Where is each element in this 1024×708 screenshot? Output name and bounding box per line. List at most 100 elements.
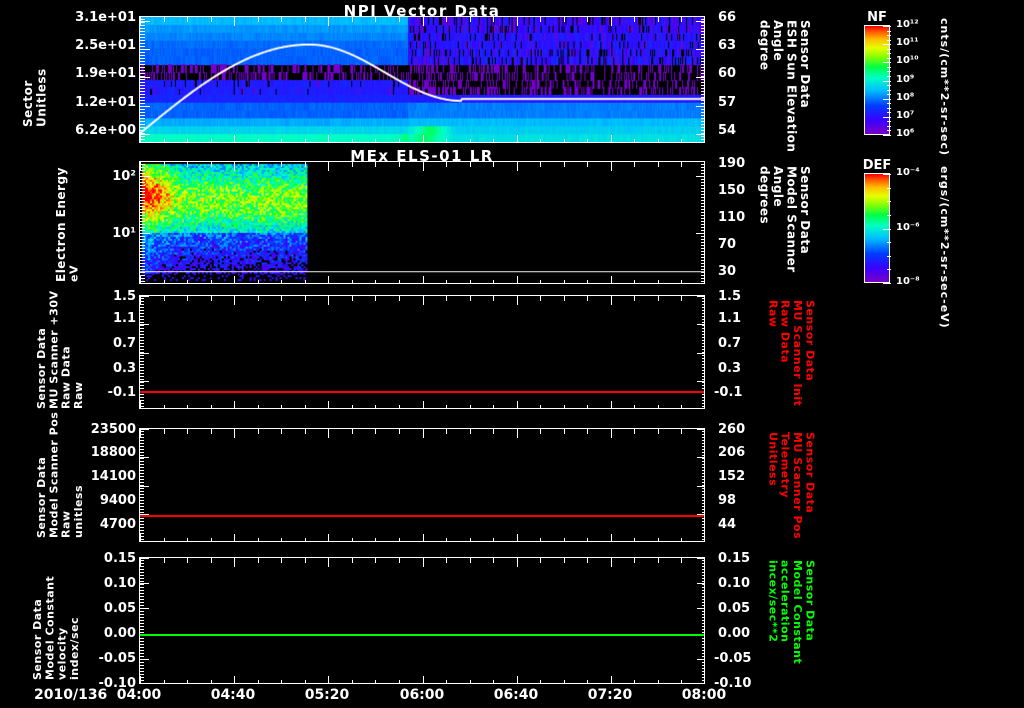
panel-2-right-ytick-0: 190 — [718, 156, 746, 171]
panel-4-ticks — [140, 429, 704, 541]
panel-1-ytick-1: 2.5e+01 — [75, 38, 136, 53]
def-colorbar-unit: ergs/(cm**2-sr-sec-eV) — [938, 166, 951, 329]
x-axis-tick-labels: 04:00 04:40 05:20 06:00 06:40 07:20 08:00 — [0, 688, 1024, 708]
x-axis-tick-5: 07:20 — [587, 687, 633, 703]
nf-colorbar-tick-labels: 10¹² 10¹¹ 10¹⁰ 10⁹ 10⁸ 10⁷ 10⁶ — [894, 0, 940, 150]
panel-4-right-ytick-2: 152 — [718, 469, 746, 484]
nf-colorbar-label: NF — [867, 10, 887, 25]
def-colorbar-tick-labels: 10⁻⁴ 10⁻⁶ 10⁻⁸ — [894, 148, 940, 298]
panel-5-plot-area — [139, 557, 705, 684]
panel-5-right-ytick-0: 0.15 — [718, 551, 751, 566]
panel-2-spectrogram — [140, 162, 704, 283]
panel-2-right-axis-label: Sensor Data Model Scanner Angle degrees — [757, 166, 812, 273]
panel-4-right-ytick-0: 260 — [718, 422, 746, 437]
x-axis-tick-0: 04:00 — [116, 687, 162, 703]
nf-colorbar-tick-6: 10⁶ — [896, 128, 915, 139]
panel-2-right-ytick-1: 150 — [718, 183, 746, 198]
def-colorbar-tick-1: 10⁻⁶ — [896, 222, 920, 233]
panel-5-right-ytick-4: -0.05 — [714, 651, 752, 666]
panel-5-right-ytick-3: 0.00 — [718, 626, 751, 641]
panel-2-plot-area — [139, 161, 705, 284]
panel-3-right-ytick-4: -0.1 — [714, 385, 743, 400]
panel-4-ytick-0: 23500 — [90, 422, 136, 437]
panel-5-ytick-4: -0.05 — [98, 651, 136, 666]
nf-colorbar-unit: cnts/(cm**2-sr-sec) — [938, 18, 951, 157]
panel-5-right-ytick-5: -0.10 — [714, 676, 752, 691]
panel-5-ytick-3: 0.00 — [103, 626, 136, 641]
panel-5-right-ytick-1: 0.10 — [718, 576, 751, 591]
panel-1-right-axis-label: Sensor Data ESH Sun Elevation Angle degree — [757, 20, 812, 153]
panel-1-ytick-4: 6.2e+00 — [75, 123, 136, 138]
def-colorbar-tick-2: 10⁻⁸ — [896, 276, 920, 287]
panel-3-ytick-2: 0.7 — [112, 336, 136, 351]
nf-colorbar-tick-2: 10¹⁰ — [896, 55, 919, 66]
def-colorbar-label: DEF — [862, 158, 892, 173]
panel-2-right-ytick-2: 110 — [718, 210, 746, 225]
panel-3-right-ytick-1: 1.1 — [718, 311, 742, 326]
x-axis-tick-4: 06:40 — [493, 687, 539, 703]
panel-4-right-ytick-4: 44 — [718, 517, 737, 532]
nf-colorbar-tick-4: 10⁸ — [896, 92, 915, 103]
panel-3-right-ytick-2: 0.7 — [718, 336, 742, 351]
x-axis-date-label: 2010/136 — [34, 687, 108, 703]
panel-1-ytick-2: 1.9e+01 — [75, 66, 136, 81]
panel-2-ytick-1: 10¹ — [112, 226, 136, 241]
panel-1-right-ytick-2: 60 — [718, 66, 737, 81]
panel-3-ytick-0: 1.5 — [112, 289, 136, 304]
panel-3-ytick-1: 1.1 — [112, 311, 136, 326]
panel-1-right-ytick-4: 54 — [718, 123, 737, 138]
panel-4-series-line — [140, 515, 704, 517]
panel-1-right-ytick-1: 63 — [718, 38, 737, 53]
panel-4-ytick-2: 14100 — [90, 469, 136, 484]
panel-3-right-ytick-3: 0.3 — [718, 361, 742, 376]
panel-4-right-axis-label: Sensor Data MU Scanner Pos Telemetry Unitle… — [766, 432, 817, 540]
panel-3-right-ytick-0: 1.5 — [718, 289, 742, 304]
panel-5-right-ytick-2: 0.05 — [718, 601, 751, 616]
panel-4-ytick-3: 9400 — [99, 493, 136, 508]
panel-1-title: NPI Vector Data — [343, 2, 501, 20]
panel-5-ytick-5: -0.10 — [98, 676, 136, 691]
x-axis-tick-3: 06:00 — [399, 687, 445, 703]
panel-4-plot-area — [139, 428, 705, 542]
def-colorbar-gradient — [865, 174, 889, 282]
panel-1-overlay-line — [140, 17, 704, 142]
panel-5-ticks — [140, 558, 704, 683]
panel-4-ytick-1: 18800 — [90, 445, 136, 460]
panel-5-ytick-0: 0.15 — [103, 551, 136, 566]
panel-1-left-axis-label: Sector Unitless — [21, 68, 49, 127]
panel-5-ytick-2: 0.05 — [103, 601, 136, 616]
panel-4-ytick-4: 4700 — [99, 517, 136, 532]
x-axis-tick-1: 04:40 — [210, 687, 256, 703]
nf-colorbar-tick-1: 10¹¹ — [896, 37, 919, 48]
panel-5-series-line — [140, 634, 704, 636]
panel-3-plot-area — [139, 295, 705, 409]
panel-3-series-line — [140, 391, 704, 393]
nf-colorbar-gradient — [865, 26, 889, 134]
panel-2-left-axis-label: Electron Energy eV — [54, 167, 81, 282]
panel-3-ytick-3: 0.3 — [112, 361, 136, 376]
nf-colorbar-tick-0: 10¹² — [896, 19, 919, 30]
panel-3-right-axis-label: Sensor Data MU Scanner Init Raw Data Raw — [766, 300, 817, 407]
panel-4-right-ytick-1: 206 — [718, 445, 746, 460]
nf-colorbar-tick-5: 10⁷ — [896, 110, 915, 121]
def-colorbar-tick-0: 10⁻⁴ — [896, 167, 920, 178]
panel-2-right-ytick-4: 30 — [718, 264, 737, 279]
def-colorbar — [864, 173, 891, 284]
panel-2-right-ytick-3: 70 — [718, 237, 737, 252]
nf-colorbar — [864, 25, 891, 136]
x-axis-tick-2: 05:20 — [304, 687, 350, 703]
panel-5-right-axis-label: Sensor Data Model Constant acceleration inc… — [766, 560, 817, 665]
panel-1-ytick-3: 1.2e+01 — [75, 95, 136, 110]
panel-1-plot-area — [139, 16, 705, 143]
panel-1-right-ytick-3: 57 — [718, 95, 737, 110]
panel-2-ytick-0: 10² — [112, 169, 136, 184]
panel-2-title: MEx ELS-01 LR — [350, 147, 494, 165]
panel-1-ytick-0: 3.1e+01 — [75, 10, 136, 25]
x-axis-tick-6: 08:00 — [681, 687, 727, 703]
panel-3-ytick-4: -0.1 — [107, 385, 136, 400]
panel-4-right-ytick-3: 98 — [718, 493, 737, 508]
panel-1-right-ytick-0: 66 — [718, 10, 737, 25]
panel-5-ytick-1: 0.10 — [103, 576, 136, 591]
nf-colorbar-tick-3: 10⁹ — [896, 74, 915, 85]
